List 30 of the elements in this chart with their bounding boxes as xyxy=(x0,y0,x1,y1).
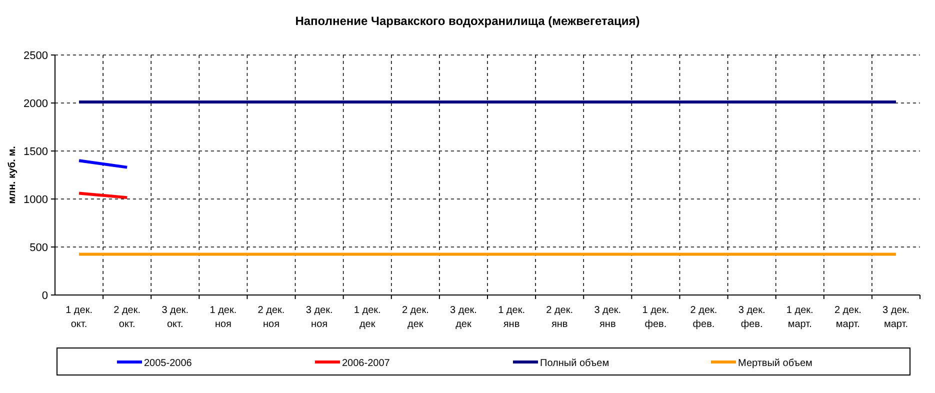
y-axis-title: млн. куб. м. xyxy=(7,146,18,204)
legend-label: 2006-2007 xyxy=(342,358,390,369)
x-tick-label: 3 дек. ноя xyxy=(306,305,333,330)
x-tick-label: 2 дек. окт. xyxy=(114,305,141,330)
x-tick-label: 3 дек. окт. xyxy=(162,305,189,330)
y-tick-label: 1000 xyxy=(24,194,48,206)
legend-label: Полный объем xyxy=(540,358,610,369)
x-tick-label: 2 дек. янв xyxy=(546,305,574,330)
x-tick-label: 2 дек. ноя xyxy=(258,305,285,330)
x-tick-label: 1 дек. фев. xyxy=(642,305,670,330)
x-tick-label: 1 дек. янв xyxy=(498,305,525,330)
legend-label: Мертвый объем xyxy=(738,358,813,369)
x-tick-label: 1 дек. окт. xyxy=(66,305,92,330)
x-tick-label: 3 дек. дек xyxy=(450,305,477,330)
y-tick-label: 2500 xyxy=(24,50,48,62)
legend-label: 2005-2006 xyxy=(144,358,192,369)
x-tick-label: 2 дек. дек xyxy=(402,305,429,330)
x-tick-label: 3 дек. фев. xyxy=(738,305,766,330)
y-tick-label: 2000 xyxy=(24,98,48,110)
y-tick-label: 0 xyxy=(42,290,48,302)
chart-title: Наполнение Чарвакского водохранилища (межвегетация) xyxy=(295,14,640,28)
x-tick-label: 2 дек. фев. xyxy=(690,305,718,330)
y-tick-label: 1500 xyxy=(24,146,48,158)
x-tick-label: 2 дек. март. xyxy=(834,305,862,330)
x-tick-label: 3 дек. янв xyxy=(594,305,622,330)
y-tick-label: 500 xyxy=(30,242,48,254)
x-tick-label: 1 дек. ноя xyxy=(210,305,237,330)
x-tick-label: 1 дек. март. xyxy=(786,305,814,330)
x-tick-label: 3 дек. март. xyxy=(882,305,910,330)
x-tick-label: 1 дек. дек xyxy=(354,305,381,330)
